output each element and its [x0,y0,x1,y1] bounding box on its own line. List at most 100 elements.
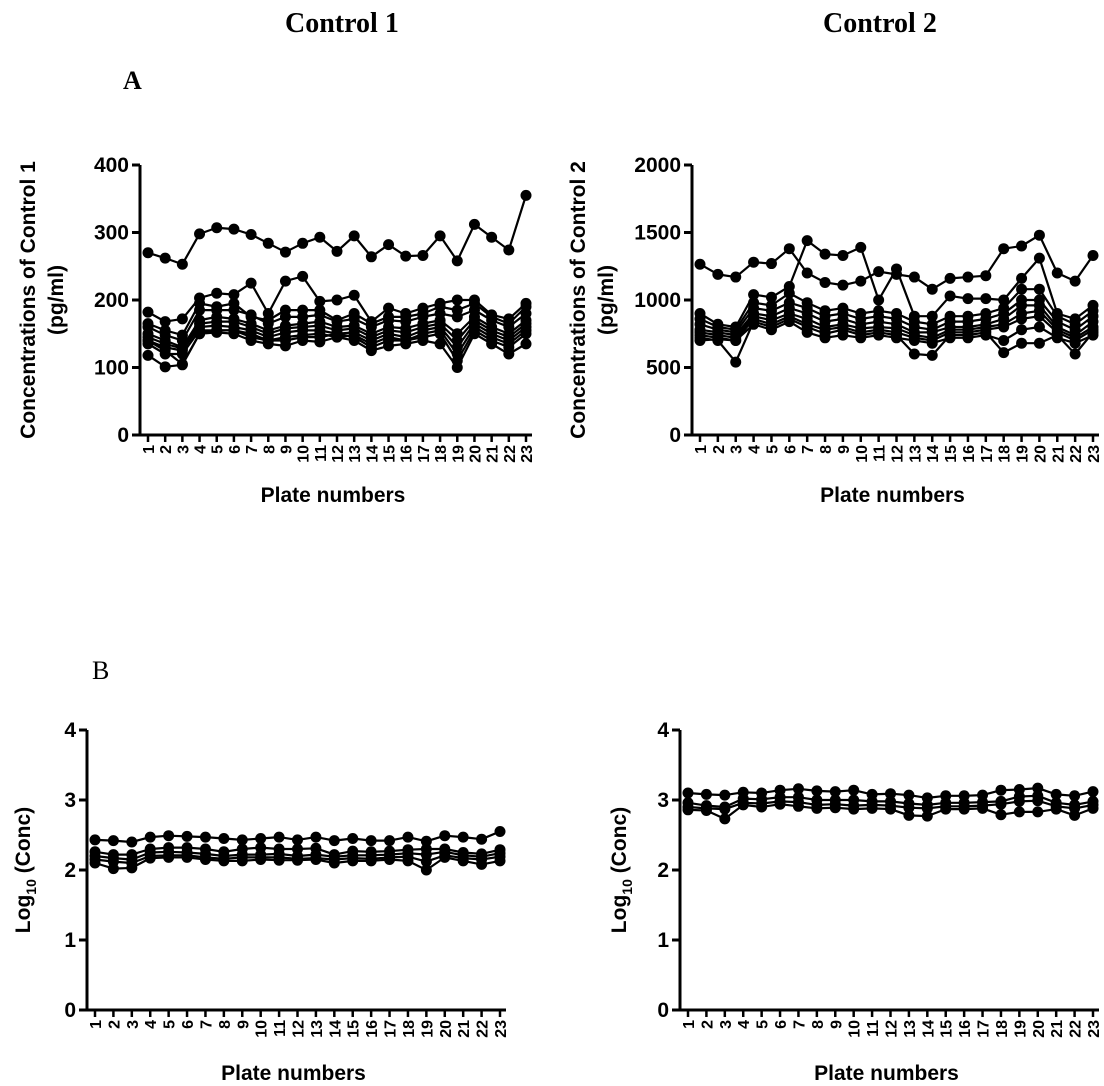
data-point [420,856,432,868]
x-tick-label: 17 [383,1020,400,1038]
data-point [218,833,230,844]
data-point [142,335,154,346]
data-point [998,321,1010,333]
data-point [855,241,867,253]
x-axis-label: Plate numbers [221,1062,366,1085]
data-point [998,294,1010,306]
data-point [1033,310,1045,322]
data-point [144,852,156,864]
data-point [765,258,777,270]
data-point [451,255,463,267]
x-tick-label: 12 [330,445,347,463]
data-point [228,289,240,301]
x-tick-label: 19 [419,1020,436,1038]
data-point [159,345,171,357]
x-tick-label: 5 [210,445,227,454]
data-point [383,302,395,314]
x-tick-label: 21 [1050,445,1067,463]
data-point [719,803,731,815]
y-tick-label: 3 [64,789,76,812]
data-point [1033,337,1045,349]
x-tick-label: 21 [456,1020,473,1038]
data-point [457,831,469,843]
x-tick-label: 20 [467,445,484,463]
x-tick-label: 15 [939,1020,956,1038]
data-point [1016,337,1028,349]
data-point [682,787,694,799]
data-point [402,855,414,867]
data-point [211,326,223,338]
data-point [292,834,303,846]
data-point [297,237,309,249]
data-point [682,804,694,816]
data-point [719,789,731,801]
data-point [457,855,469,867]
data-point [314,231,326,243]
data-point [476,833,488,845]
data-point [748,318,760,330]
data-point [1050,788,1062,800]
data-point [792,783,804,795]
data-point [273,854,285,866]
data-point [262,338,274,350]
data-point [855,332,867,344]
data-point [903,789,915,801]
data-point [962,271,974,283]
data-point [730,335,742,346]
x-tick-label: 5 [764,445,781,454]
y-tick-label: 2 [657,859,669,882]
y-axis-label: Log10 (Conc) [12,807,39,933]
x-tick-label: 14 [327,1020,344,1038]
x-tick-label: 16 [961,445,978,463]
y-axis-label: (pg/ml) [595,265,618,335]
data-point [365,855,377,867]
data-point [434,230,446,242]
data-point [314,336,326,348]
data-point [347,833,359,844]
y-axis-label: Concentrations of Control 1 [17,161,40,439]
data-point [998,243,1010,255]
data-point [926,337,938,349]
data-point [328,857,340,869]
x-tick-label: 5 [162,1020,179,1029]
data-point [1016,240,1028,252]
data-point [434,328,446,340]
data-point [159,361,171,373]
data-point [107,835,119,847]
data-point [940,803,952,815]
data-point [730,356,742,368]
x-tick-label: 15 [382,445,399,463]
data-point [400,338,412,350]
data-point [365,835,377,847]
data-point [962,332,974,344]
y-tick-label: 3 [657,789,669,812]
x-tick-label: 20 [1031,1020,1048,1038]
x-axis-label: Plate numbers [261,484,406,507]
data-point [520,328,532,340]
data-point [1050,803,1062,815]
x-axis-label: Plate numbers [820,484,965,507]
x-tick-label: 13 [902,1020,919,1038]
data-point [142,247,154,259]
data-point [434,338,446,350]
data-point [439,830,451,842]
data-point [211,287,223,299]
data-point [89,857,101,869]
x-tick-label: 16 [957,1020,974,1038]
data-point [420,864,432,876]
data-point [520,189,532,201]
x-tick-label: 10 [847,1020,864,1038]
x-tick-label: 4 [143,1020,160,1029]
data-point [1069,809,1081,821]
data-point [402,831,414,843]
data-point [228,223,240,235]
data-point [926,349,938,361]
data-point [176,258,188,270]
y-tick-label: 500 [646,357,681,380]
data-point [819,248,831,260]
data-point [866,802,878,814]
data-point [700,805,712,816]
data-point [1051,332,1063,344]
